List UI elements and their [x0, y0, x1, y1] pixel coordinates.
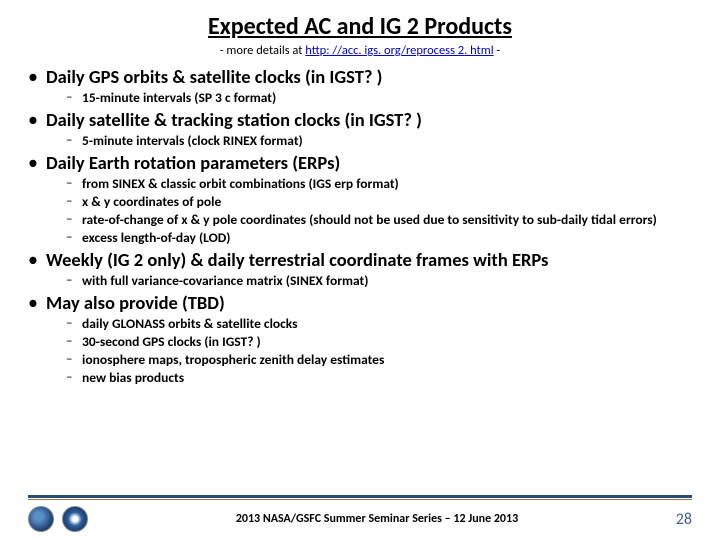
bullet-marker: • — [28, 66, 46, 88]
bullet-text: Weekly (IG 2 only) & daily terrestrial c… — [46, 249, 548, 271]
sub-text: 30-second GPS clocks (in IGST? ) — [82, 333, 261, 350]
bullet-marker: • — [28, 152, 46, 174]
subtitle-suffix: - — [494, 43, 501, 58]
dash-marker: – — [66, 315, 82, 332]
page-number: 28 — [666, 510, 692, 529]
sub-list: –from SINEX & classic orbit combinations… — [28, 175, 692, 246]
dash-marker: – — [66, 193, 82, 210]
footer-divider — [28, 495, 692, 500]
sub-text: 15-minute intervals (SP 3 c format) — [82, 89, 276, 106]
sub-text: rate-of-change of x & y pole coordinates… — [82, 211, 657, 228]
sub-list: –daily GLONASS orbits & satellite clocks… — [28, 315, 692, 386]
bullet-item: •Daily satellite & tracking station cloc… — [28, 109, 692, 149]
sub-text: new bias products — [82, 369, 184, 386]
bullet-text: Daily Earth rotation parameters (ERPs) — [46, 152, 340, 174]
subtitle-link[interactable]: http: //acc. igs. org/reprocess 2. html — [305, 43, 493, 58]
bullet-item: •Weekly (IG 2 only) & daily terrestrial … — [28, 249, 692, 289]
dash-marker: – — [66, 272, 82, 289]
bullet-marker: • — [28, 249, 46, 271]
slide-title: Expected AC and IG 2 Products — [28, 12, 692, 41]
bullet-text: May also provide (TBD) — [46, 292, 225, 314]
dash-marker: – — [66, 132, 82, 149]
dash-marker: – — [66, 229, 82, 246]
bullet-item: •Daily Earth rotation parameters (ERPs) … — [28, 152, 692, 246]
bullet-text: Daily GPS orbits & satellite clocks (in … — [46, 66, 382, 88]
subtitle-prefix: - more details at — [220, 43, 306, 58]
sub-list: –with full variance-covariance matrix (S… — [28, 272, 692, 289]
sub-list: –15-minute intervals (SP 3 c format) — [28, 89, 692, 106]
nasa-logo-icon — [62, 506, 88, 532]
bullet-marker: • — [28, 292, 46, 314]
dash-marker: – — [66, 211, 82, 228]
slide-subtitle: - more details at http: //acc. igs. org/… — [28, 43, 692, 58]
slide-footer: 2013 NASA/GSFC Summer Seminar Series – 1… — [28, 506, 692, 532]
sub-text: ionosphere maps, tropospheric zenith del… — [82, 351, 384, 368]
bullet-item: •Daily GPS orbits & satellite clocks (in… — [28, 66, 692, 106]
sub-text: x & y coordinates of pole — [82, 193, 221, 210]
bullet-text: Daily satellite & tracking station clock… — [46, 109, 422, 131]
footer-text: 2013 NASA/GSFC Summer Seminar Series – 1… — [88, 512, 666, 526]
bullet-list: •Daily GPS orbits & satellite clocks (in… — [28, 66, 692, 386]
dash-marker: – — [66, 369, 82, 386]
dash-marker: – — [66, 175, 82, 192]
sub-list: –5-minute intervals (clock RINEX format) — [28, 132, 692, 149]
sub-text: excess length-of-day (LOD) — [82, 229, 230, 246]
sub-text: 5-minute intervals (clock RINEX format) — [82, 132, 303, 149]
dash-marker: – — [66, 351, 82, 368]
bullet-item: •May also provide (TBD) –daily GLONASS o… — [28, 292, 692, 386]
dash-marker: – — [66, 89, 82, 106]
dash-marker: – — [66, 333, 82, 350]
sub-text: daily GLONASS orbits & satellite clocks — [82, 315, 298, 332]
slide-container: Expected AC and IG 2 Products - more det… — [0, 0, 720, 540]
noaa-logo-icon — [28, 506, 54, 532]
sub-text: from SINEX & classic orbit combinations … — [82, 175, 399, 192]
bullet-marker: • — [28, 109, 46, 131]
sub-text: with full variance-covariance matrix (SI… — [82, 272, 368, 289]
footer-logos — [28, 506, 88, 532]
